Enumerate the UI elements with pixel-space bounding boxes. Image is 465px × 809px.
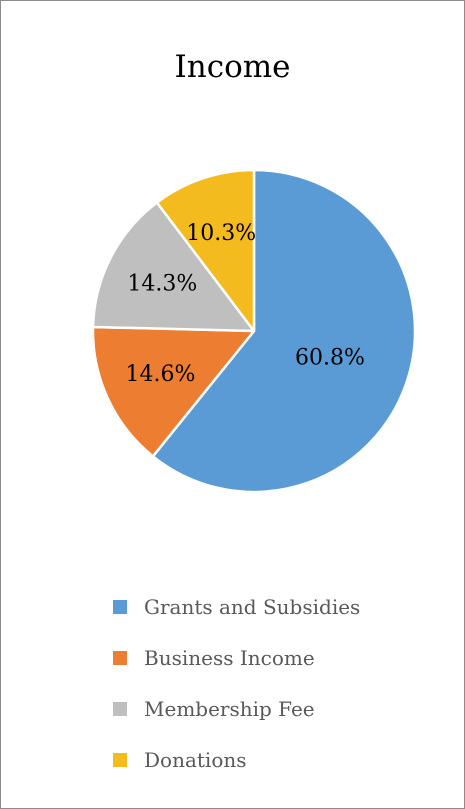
pie-slice-membership-fee <box>91 201 256 333</box>
legend-swatch-donations <box>113 752 127 767</box>
legend-swatch-membership-fee <box>113 701 127 716</box>
legend-item-grants-and-subsidies: Grants and Subsidies <box>113 581 360 632</box>
data-label-grants-and-subsidies: 60.8% <box>295 345 365 370</box>
data-label-donations: 10.3% <box>186 221 256 246</box>
legend-label-grants-and-subsidies: Grants and Subsidies <box>144 594 361 619</box>
data-label-membership-fee: 14.3% <box>127 271 197 296</box>
legend-label-membership-fee: Membership Fee <box>144 696 315 721</box>
data-label-business-income: 14.6% <box>126 362 196 387</box>
legend-item-donations: Donations <box>113 734 360 785</box>
pie-slice-grants-and-subsidies <box>151 168 417 494</box>
chart-title: Income <box>174 49 291 85</box>
legend-item-membership-fee: Membership Fee <box>113 683 360 734</box>
legend-label-donations: Donations <box>144 747 247 772</box>
pie-slice-business-income <box>91 325 256 458</box>
pie-slice-donations <box>155 168 256 333</box>
legend-swatch-business-income <box>113 650 127 665</box>
legend-item-business-income: Business Income <box>113 632 360 683</box>
legend-swatch-grants-and-subsidies <box>113 599 127 614</box>
legend: Grants and Subsidies Business Income Mem… <box>113 581 360 785</box>
legend-label-business-income: Business Income <box>144 645 315 670</box>
